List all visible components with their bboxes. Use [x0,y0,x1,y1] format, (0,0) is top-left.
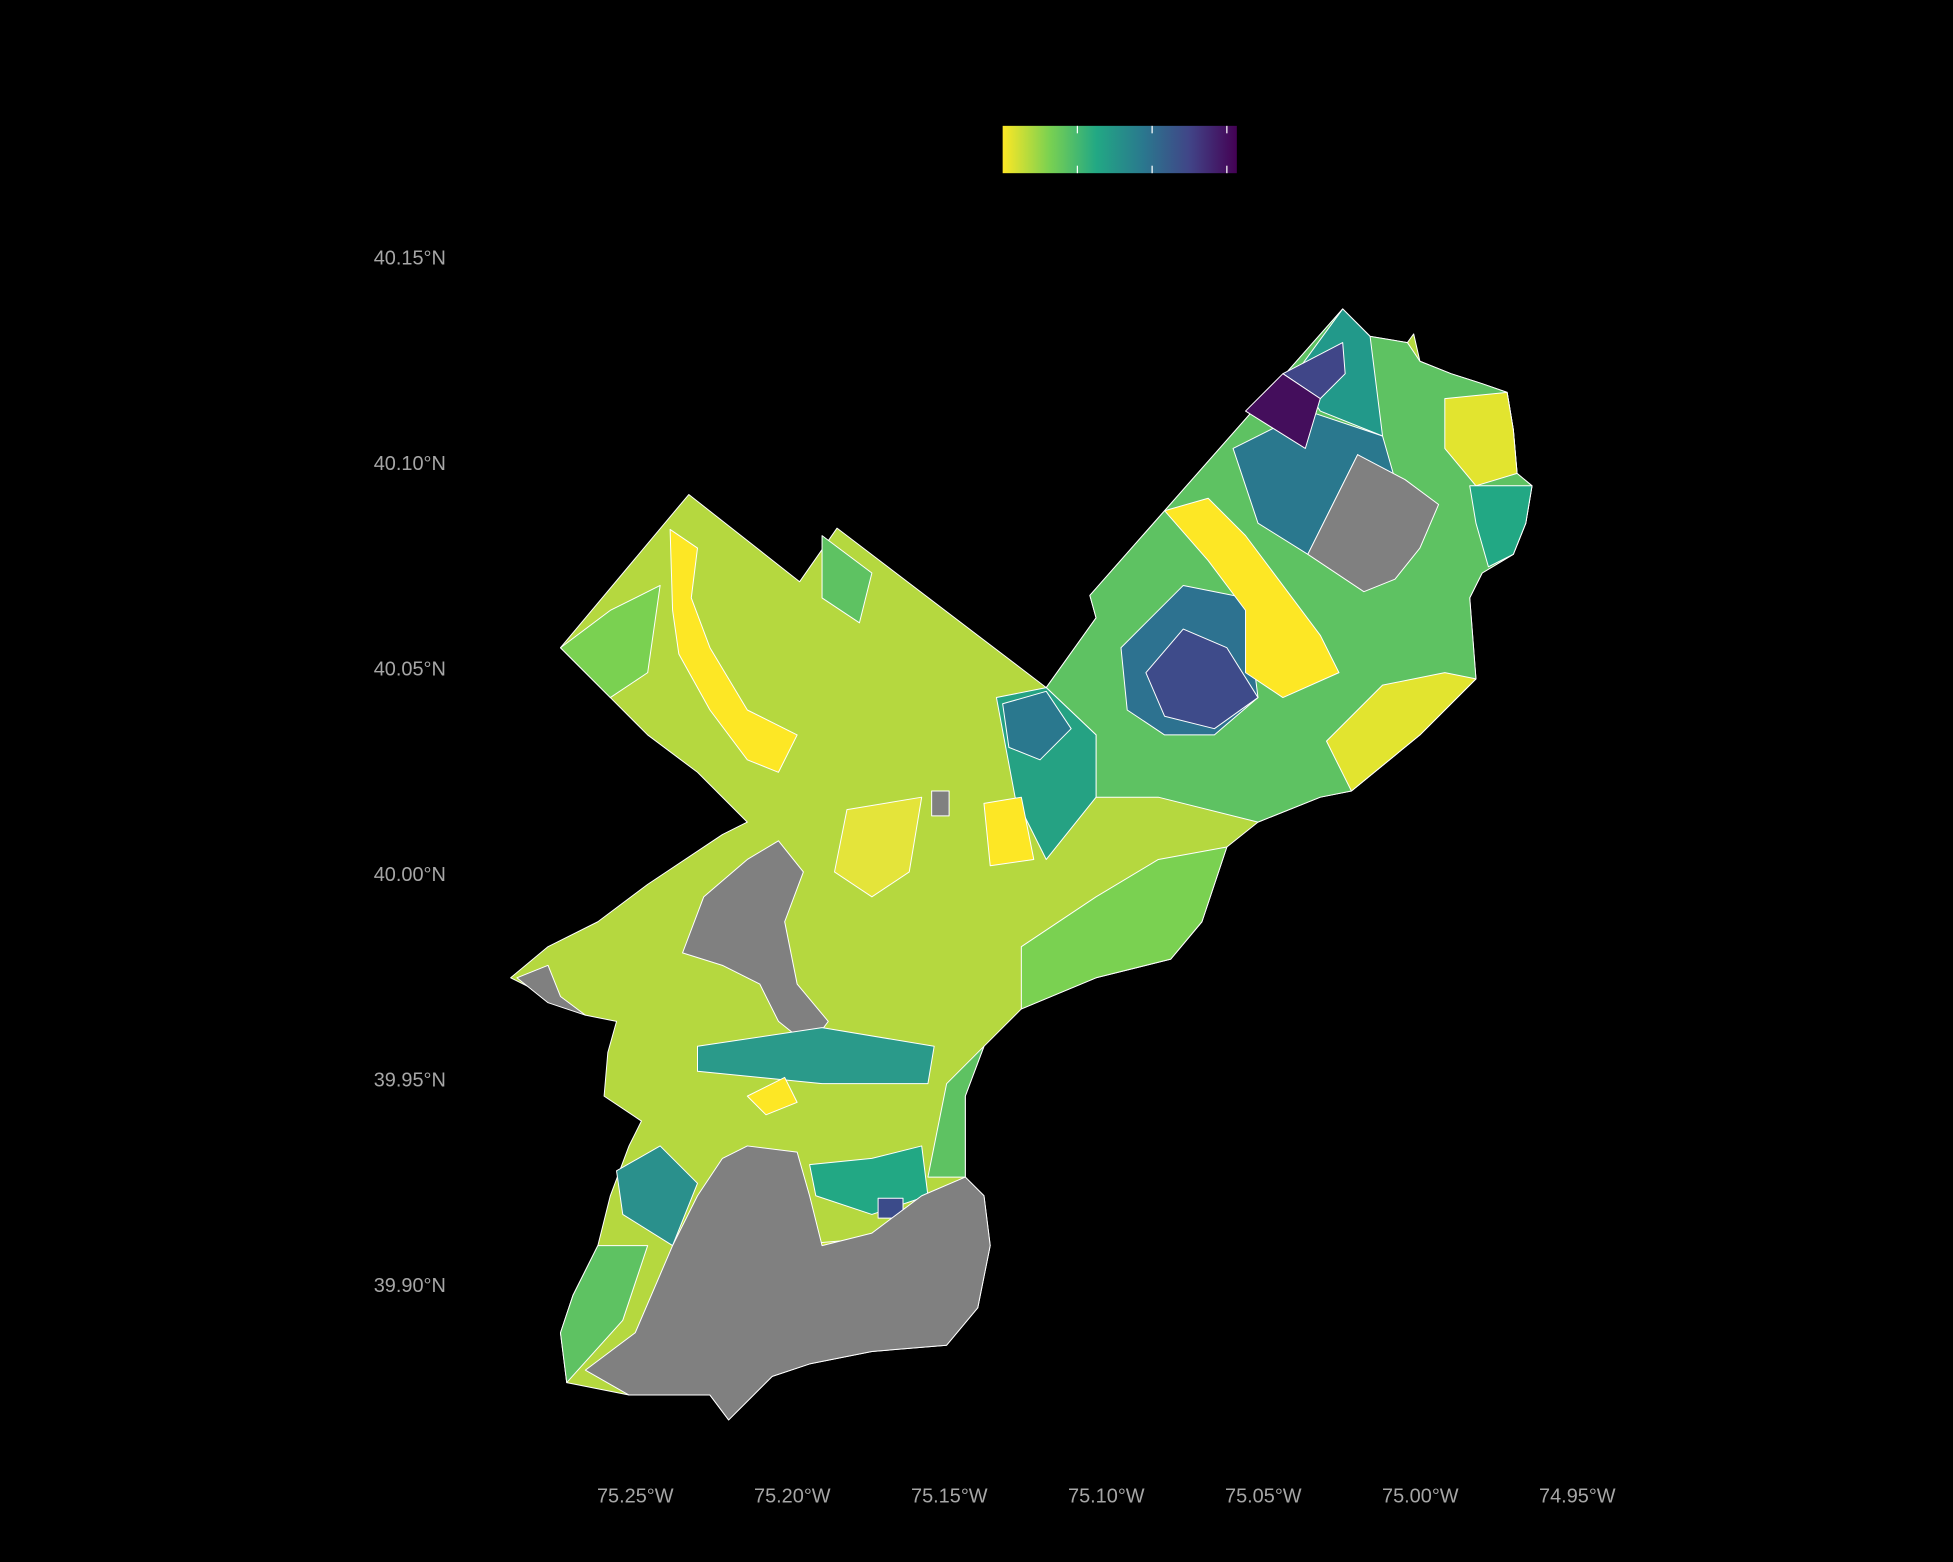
tract [746,1076,798,1116]
tract [931,790,950,817]
tract [697,1027,935,1085]
y-tick-label: 39.95°N [374,1069,446,1091]
x-tick-label: 75.20°W [754,1485,831,1507]
tract [1020,846,1228,1010]
tract [1245,373,1321,449]
y-tick-label: 39.90°N [374,1275,446,1297]
x-tick-label: 75.00°W [1382,1485,1459,1507]
tract [1145,628,1259,730]
y-tick-label: 40.05°N [374,658,446,680]
x-tick-label: 75.25°W [597,1485,674,1507]
tract [927,1045,985,1178]
tract [1002,690,1072,761]
city [510,308,1533,1421]
tract [669,528,798,773]
tract [516,964,586,1016]
tract [1325,672,1477,792]
tract [1469,485,1533,568]
tract [983,796,1035,867]
y-tick-label: 40.00°N [374,864,446,886]
tract [682,840,829,1047]
tract [1444,391,1518,487]
x-tick-label: 75.05°W [1225,1485,1302,1507]
legend [1002,125,1237,174]
y-tick-label: 40.10°N [374,453,446,475]
tract [616,1145,698,1247]
tract [821,535,873,624]
tract [1164,497,1340,699]
legend-colorbar [1002,125,1237,174]
x-tick-label: 75.10°W [1068,1485,1145,1507]
axes: 75.25°W 75.20°W 75.15°W 75.10°W 75.05°W 75.00… [374,247,1616,1507]
tract [834,796,923,898]
tract [559,584,661,699]
tract [1307,454,1440,593]
tract [559,1245,649,1384]
x-tick-label: 74.95°W [1539,1485,1616,1507]
tract [584,1145,991,1421]
y-tick-label: 40.15°N [374,247,446,269]
x-tick-label: 75.15°W [911,1485,988,1507]
